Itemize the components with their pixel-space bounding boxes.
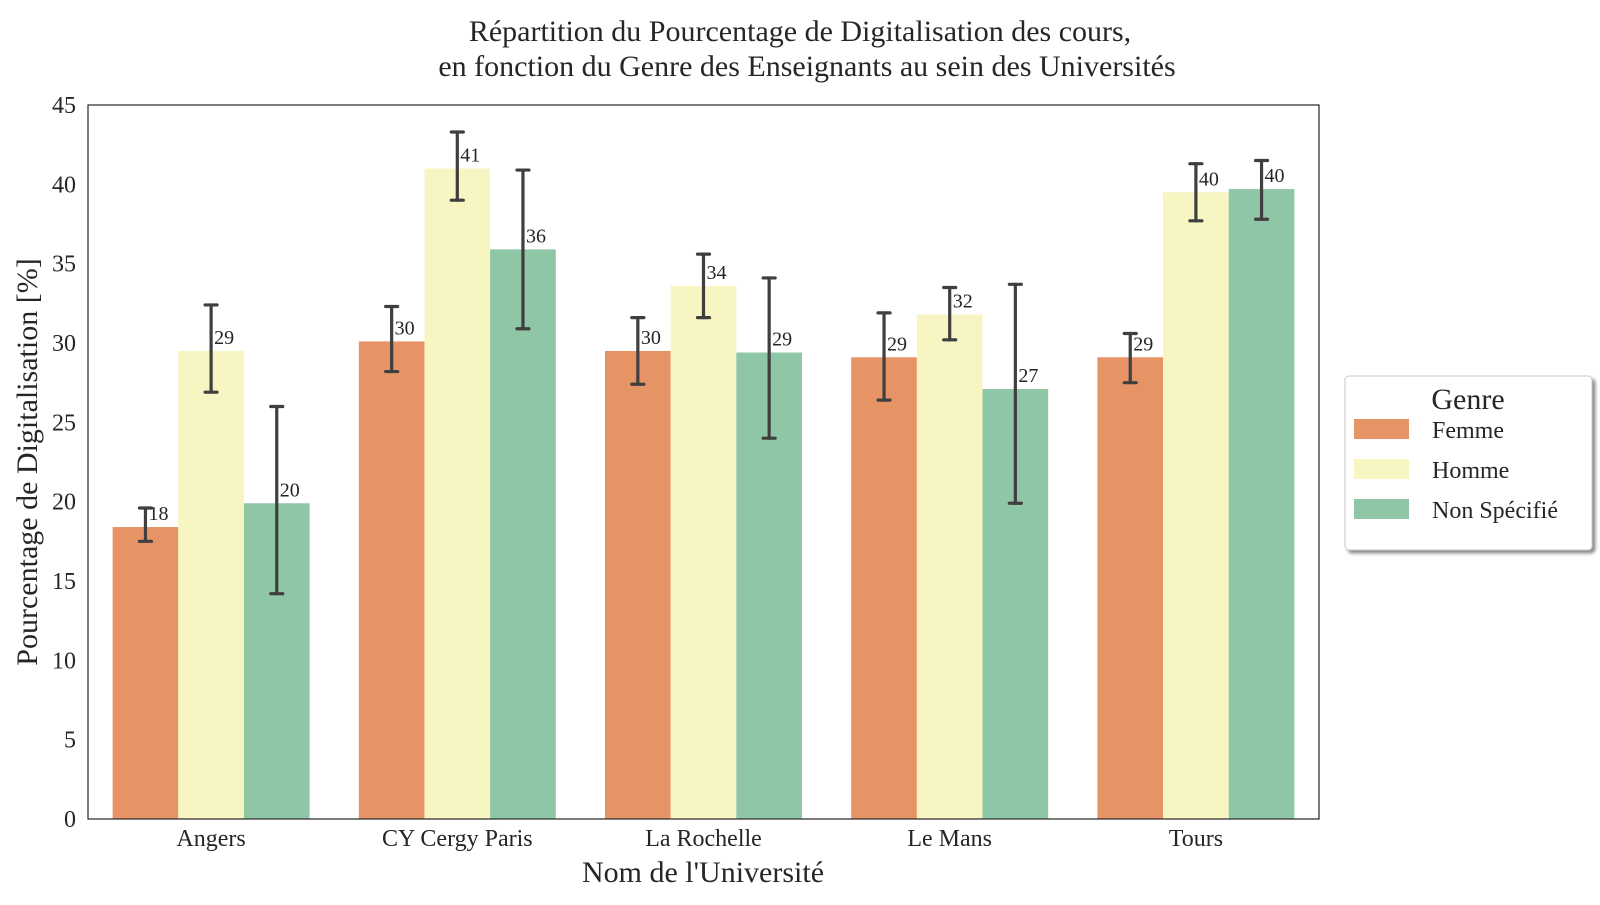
bar bbox=[358, 341, 425, 819]
error-bar bbox=[876, 311, 892, 402]
chart-subtitle: en fonction du Genre des Enseignants au … bbox=[438, 50, 1175, 83]
y-tick-label: 40 bbox=[52, 172, 76, 198]
bar bbox=[851, 357, 917, 819]
data-label: 29 bbox=[1133, 333, 1153, 355]
error-bar bbox=[384, 304, 400, 374]
bar bbox=[1228, 189, 1295, 820]
legend-swatch bbox=[1354, 499, 1409, 519]
plot-frame bbox=[87, 104, 1320, 820]
y-tick-label: 0 bbox=[64, 807, 76, 833]
data-label: 41 bbox=[460, 144, 480, 166]
error-bar bbox=[449, 130, 465, 202]
y-tick-label: 20 bbox=[52, 490, 76, 516]
data-label: 34 bbox=[707, 262, 727, 284]
bar bbox=[1163, 192, 1229, 819]
error-bar bbox=[761, 276, 777, 440]
data-label: 40 bbox=[1265, 165, 1285, 187]
error-bar bbox=[203, 303, 219, 394]
y-axis-ticks: 0 5 10 15 20 25 30 35 40 45 bbox=[52, 93, 76, 833]
bar bbox=[670, 285, 737, 819]
bar bbox=[605, 350, 671, 819]
y-tick-label: 5 bbox=[64, 728, 76, 754]
x-tick-label: La Rochelle bbox=[645, 826, 762, 852]
data-label: 29 bbox=[887, 333, 907, 355]
error-bar bbox=[269, 404, 285, 596]
y-tick-label: 45 bbox=[52, 93, 76, 119]
data-label: 27 bbox=[1018, 365, 1038, 387]
x-tick-label: Angers bbox=[176, 826, 245, 852]
legend-label: Homme bbox=[1432, 458, 1509, 484]
legend-swatch bbox=[1354, 459, 1409, 479]
x-tick-label: CY Cergy Paris bbox=[382, 826, 533, 852]
legend: Genre Femme Homme Non Spécifié bbox=[1344, 375, 1593, 551]
error-bar bbox=[1007, 282, 1023, 505]
legend-item: Homme bbox=[1354, 458, 1509, 484]
error-bar bbox=[1122, 331, 1138, 385]
x-axis-title: Nom de l'Université bbox=[582, 856, 824, 889]
data-labels-layer: 18 29 20 30 41 36 30 34 29 29 32 27 29 40 40 bbox=[148, 144, 1284, 525]
legend-label: Femme bbox=[1432, 418, 1504, 444]
legend-item: Non Spécifié bbox=[1354, 498, 1558, 524]
data-label: 30 bbox=[641, 327, 661, 349]
error-bar bbox=[630, 316, 646, 386]
data-label: 32 bbox=[953, 290, 973, 312]
legend-swatch bbox=[1354, 419, 1409, 439]
error-bar bbox=[137, 506, 154, 543]
data-label: 20 bbox=[280, 479, 300, 501]
legend-title: Genre bbox=[1431, 383, 1504, 416]
bar bbox=[916, 314, 983, 819]
legend-items: Femme Homme Non Spécifié bbox=[1354, 418, 1558, 524]
y-tick-label: 30 bbox=[52, 331, 76, 357]
chart-title: Répartition du Pourcentage de Digitalisa… bbox=[469, 15, 1131, 48]
y-tick-label: 35 bbox=[52, 252, 76, 278]
data-label: 18 bbox=[148, 503, 168, 525]
bar bbox=[178, 350, 244, 819]
data-label: 30 bbox=[395, 317, 415, 339]
bar bbox=[112, 527, 179, 819]
x-tick-label: Tours bbox=[1169, 826, 1223, 852]
data-label: 29 bbox=[214, 327, 234, 349]
y-axis-title: Pourcentage de Digitalisation [%] bbox=[11, 258, 44, 665]
bar bbox=[490, 249, 556, 819]
data-label: 36 bbox=[526, 225, 546, 247]
legend-label: Non Spécifié bbox=[1432, 498, 1558, 524]
x-tick-label: Le Mans bbox=[907, 826, 992, 852]
y-tick-label: 10 bbox=[52, 648, 76, 674]
error-bar bbox=[942, 285, 958, 342]
bar bbox=[424, 168, 491, 820]
error-bar bbox=[1253, 158, 1270, 221]
data-label: 29 bbox=[772, 329, 792, 351]
y-tick-label: 25 bbox=[52, 410, 76, 436]
error-bar bbox=[515, 168, 531, 331]
y-tick-label: 15 bbox=[52, 569, 76, 595]
legend-item: Femme bbox=[1354, 418, 1504, 444]
bar bbox=[1097, 357, 1164, 819]
error-bar bbox=[695, 252, 712, 320]
error-bar bbox=[1188, 162, 1204, 223]
bars-layer bbox=[112, 168, 1295, 820]
x-axis-ticks: Angers CY Cergy Paris La Rochelle Le Mans To… bbox=[176, 826, 1223, 852]
error-bars-layer bbox=[137, 130, 1270, 596]
data-label: 40 bbox=[1199, 168, 1219, 190]
